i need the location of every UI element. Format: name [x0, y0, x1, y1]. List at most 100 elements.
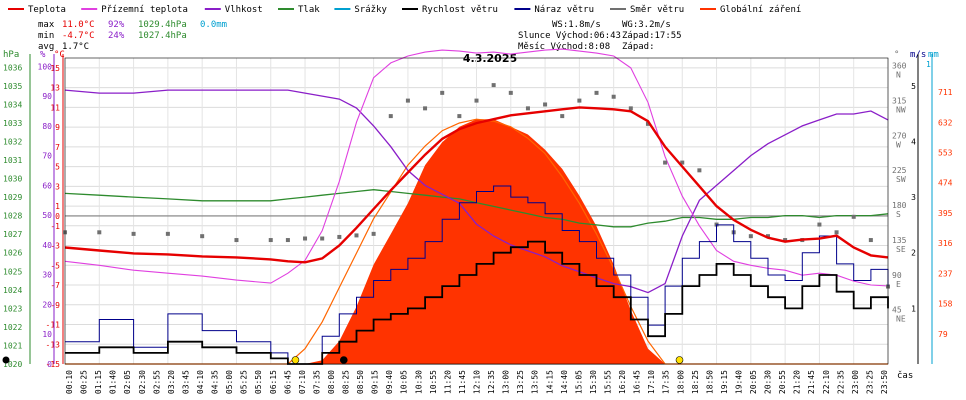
- axis-title-hpa: hPa: [3, 50, 19, 60]
- wind-dir-point-1: [97, 230, 102, 235]
- tick-hpa-10: 1026: [3, 249, 22, 258]
- wind-dir-point-36: [783, 238, 788, 243]
- legend-label-3: Tlak: [298, 5, 320, 15]
- tick-dir-deg-0: 360: [892, 62, 907, 71]
- legend-label-0: Teplota: [28, 5, 66, 15]
- stat-min-hum: 24%: [108, 31, 125, 41]
- tick-pct-5: 50: [42, 211, 52, 220]
- tick-ms-0: 5: [911, 82, 916, 91]
- x-tick-48: 20:30: [764, 370, 773, 394]
- x-tick-28: 12:10: [473, 370, 482, 394]
- stat-max-rain: 0.0mm: [200, 20, 227, 30]
- axis-title-pct: %: [40, 50, 46, 60]
- x-tick-53: 22:35: [836, 370, 845, 394]
- tick-dir-deg-1: 315: [892, 96, 907, 105]
- wind-dir-point-29: [663, 160, 668, 165]
- tick-hpa-3: 1033: [3, 119, 22, 128]
- tick-pct-3: 70: [42, 152, 52, 161]
- tick-pct-1: 90: [42, 92, 52, 101]
- wind-dir-point-2: [131, 231, 136, 236]
- x-tick-43: 18:25: [691, 370, 700, 394]
- tick-dir-deg-7: 45: [892, 306, 902, 315]
- wind-dir-point-16: [440, 90, 445, 95]
- tick-ms-2: 3: [911, 193, 916, 202]
- x-tick-49: 20:55: [778, 370, 787, 394]
- wind-dir-point-39: [834, 230, 839, 235]
- tick-hpa-7: 1029: [3, 193, 22, 202]
- wind-dir-point-35: [765, 234, 770, 239]
- tick-pct-8: 20: [42, 300, 52, 309]
- x-tick-30: 13:00: [502, 370, 511, 394]
- x-tick-1: 00:25: [80, 370, 89, 394]
- x-tick-10: 04:35: [211, 370, 220, 394]
- tick-temp-11: -5: [50, 261, 60, 270]
- tick-dir-name-2: W: [896, 140, 901, 149]
- wind-dir-point-19: [491, 83, 496, 88]
- radiation-area: [65, 119, 888, 364]
- legend-label-6: Náraz větru: [534, 5, 594, 15]
- tick-temp-6: 3: [55, 182, 60, 191]
- wind-dir-point-25: [594, 90, 599, 95]
- x-tick-7: 03:20: [167, 370, 176, 394]
- plot-frame: [64, 57, 889, 365]
- x-tick-35: 15:05: [574, 370, 583, 394]
- moonrise-marker: [339, 356, 348, 364]
- tick-rad-2: 553: [938, 148, 953, 157]
- x-tick-31: 13:25: [516, 370, 525, 394]
- tick-dir-name-3: SW: [896, 175, 906, 184]
- tick-dir-deg-3: 225: [892, 166, 907, 175]
- wind-dir-point-10: [337, 234, 342, 239]
- wind-dir-point-4: [200, 234, 205, 239]
- legend: Teplota Přízemní teplota Vlhkost Tlak Srážky…: [8, 5, 801, 15]
- x-tick-56: 23:50: [880, 370, 889, 394]
- tick-hpa-12: 1024: [3, 286, 22, 295]
- tick-dir-name-0: N: [896, 71, 901, 80]
- tick-ms-4: 1: [911, 304, 916, 313]
- info-wg: WG:3.2m/s: [622, 20, 671, 30]
- wind-dir-point-22: [543, 102, 548, 107]
- x-tick-36: 15:30: [589, 370, 598, 394]
- wind-dir-point-24: [577, 98, 582, 103]
- tick-hpa-8: 1028: [3, 212, 22, 221]
- tick-hpa-2: 1034: [3, 100, 22, 109]
- tick-dir-deg-5: 135: [892, 236, 907, 245]
- tick-rad-0: 711: [938, 88, 953, 97]
- wind-dir-point-34: [748, 234, 753, 239]
- wind-dir-point-13: [388, 114, 393, 119]
- wind-dir-point-11: [354, 233, 359, 238]
- x-tick-24: 10:30: [414, 370, 423, 394]
- tick-temp-16: -15: [46, 360, 61, 369]
- wind-dir-point-26: [611, 94, 616, 99]
- plot-area: [2, 48, 890, 365]
- tick-pct-4: 60: [42, 181, 52, 190]
- x-tick-44: 18:50: [705, 370, 714, 394]
- x-tick-4: 02:05: [123, 370, 132, 394]
- tick-temp-15: -13: [46, 340, 61, 349]
- axis-title-temp: °C: [54, 50, 65, 60]
- wind-dir-point-31: [697, 168, 702, 173]
- tick-ms-3: 2: [911, 249, 916, 258]
- wind-dir-point-20: [508, 90, 513, 95]
- tick-dir-deg-6: 90: [892, 271, 902, 280]
- x-tick-39: 16:45: [633, 370, 642, 394]
- tick-hpa-0: 1036: [3, 63, 22, 72]
- stat-max-temp: 11.0°C: [62, 20, 95, 30]
- x-tick-54: 23:00: [851, 370, 860, 394]
- x-tick-14: 06:15: [269, 370, 278, 394]
- stat-max-hum: 92%: [108, 20, 125, 30]
- x-tick-32: 13:50: [531, 370, 540, 394]
- info-moonset: Západ:: [622, 42, 655, 52]
- wind-dir-point-30: [680, 160, 685, 165]
- moon-phase-marker: [2, 356, 10, 364]
- x-tick-20: 08:50: [356, 370, 365, 394]
- x-tick-19: 08:25: [342, 370, 351, 394]
- axis-title-dir: °: [894, 50, 899, 60]
- tick-pct-6: 40: [42, 241, 52, 250]
- info-sun: Slunce Východ:06:43: [518, 31, 621, 41]
- x-tick-50: 21:20: [793, 370, 802, 394]
- x-tick-51: 21:45: [807, 370, 816, 394]
- x-tick-27: 11:45: [458, 370, 467, 394]
- pressure-line: [64, 189, 889, 228]
- x-tick-55: 23:25: [865, 370, 874, 394]
- stats-block: max 11.0°C 92% 1029.4hPa 0.0mm min -4.7°…: [38, 20, 227, 52]
